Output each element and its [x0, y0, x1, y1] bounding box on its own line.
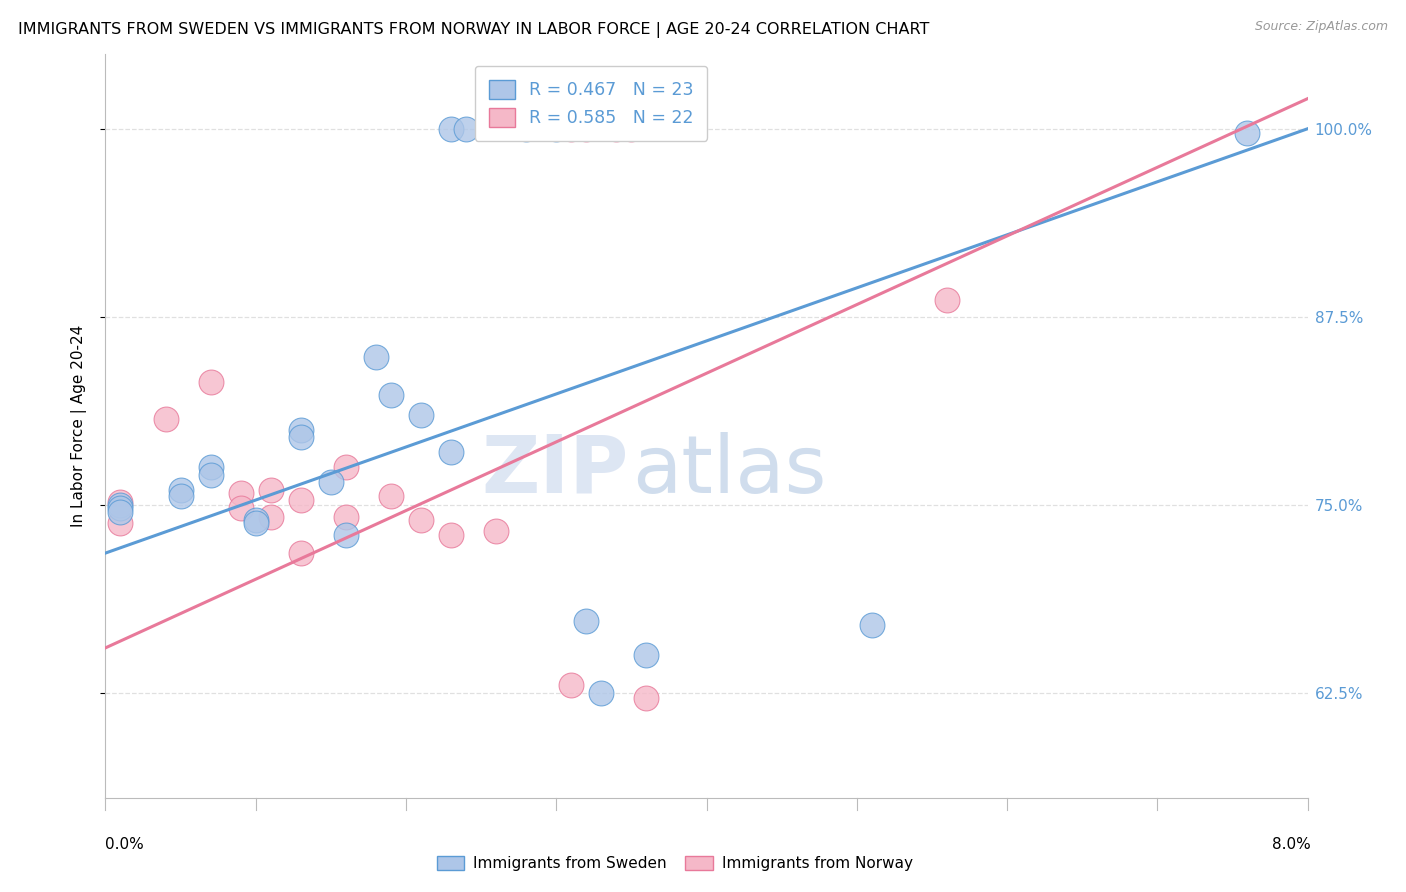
Point — [440, 121, 463, 136]
Point — [110, 500, 132, 515]
Point — [290, 423, 312, 437]
Point — [1236, 126, 1258, 140]
Point — [290, 546, 312, 560]
Point — [860, 618, 883, 632]
Point — [200, 460, 222, 475]
Point — [229, 486, 252, 500]
Point — [560, 678, 582, 692]
Point — [380, 489, 402, 503]
Text: IMMIGRANTS FROM SWEDEN VS IMMIGRANTS FROM NORWAY IN LABOR FORCE | AGE 20-24 CORR: IMMIGRANTS FROM SWEDEN VS IMMIGRANTS FRO… — [18, 22, 929, 38]
Point — [110, 495, 132, 509]
Point — [290, 430, 312, 444]
Point — [200, 467, 222, 482]
Text: ZIP: ZIP — [481, 432, 628, 509]
Point — [110, 516, 132, 530]
Point — [335, 528, 357, 542]
Point — [319, 475, 342, 490]
Point — [290, 493, 312, 508]
Point — [380, 388, 402, 402]
Point — [245, 513, 267, 527]
Y-axis label: In Labor Force | Age 20-24: In Labor Force | Age 20-24 — [70, 325, 87, 527]
Point — [260, 510, 283, 524]
Point — [636, 648, 658, 663]
Point — [575, 121, 598, 136]
Point — [575, 614, 598, 628]
Point — [260, 483, 283, 497]
Point — [229, 500, 252, 515]
Point — [335, 460, 357, 475]
Point — [364, 351, 387, 365]
Point — [110, 498, 132, 512]
Point — [591, 686, 613, 700]
Text: 0.0%: 0.0% — [105, 837, 145, 852]
Point — [636, 690, 658, 705]
Point — [200, 375, 222, 389]
Text: atlas: atlas — [631, 432, 827, 509]
Point — [485, 524, 508, 538]
Legend: R = 0.467   N = 23, R = 0.585   N = 22: R = 0.467 N = 23, R = 0.585 N = 22 — [475, 66, 707, 141]
Point — [169, 483, 191, 497]
Point — [454, 121, 477, 136]
Point — [155, 412, 177, 426]
Point — [515, 121, 537, 136]
Point — [409, 408, 432, 422]
Point — [440, 445, 463, 459]
Point — [335, 510, 357, 524]
Point — [169, 489, 191, 503]
Point — [409, 513, 432, 527]
Point — [560, 121, 582, 136]
Point — [620, 121, 643, 136]
Point — [605, 121, 627, 136]
Point — [110, 505, 132, 519]
Point — [546, 121, 568, 136]
Point — [936, 293, 959, 308]
Legend: Immigrants from Sweden, Immigrants from Norway: Immigrants from Sweden, Immigrants from … — [430, 850, 920, 877]
Text: 8.0%: 8.0% — [1271, 837, 1310, 852]
Point — [440, 528, 463, 542]
Point — [245, 516, 267, 530]
Text: Source: ZipAtlas.com: Source: ZipAtlas.com — [1254, 20, 1388, 33]
